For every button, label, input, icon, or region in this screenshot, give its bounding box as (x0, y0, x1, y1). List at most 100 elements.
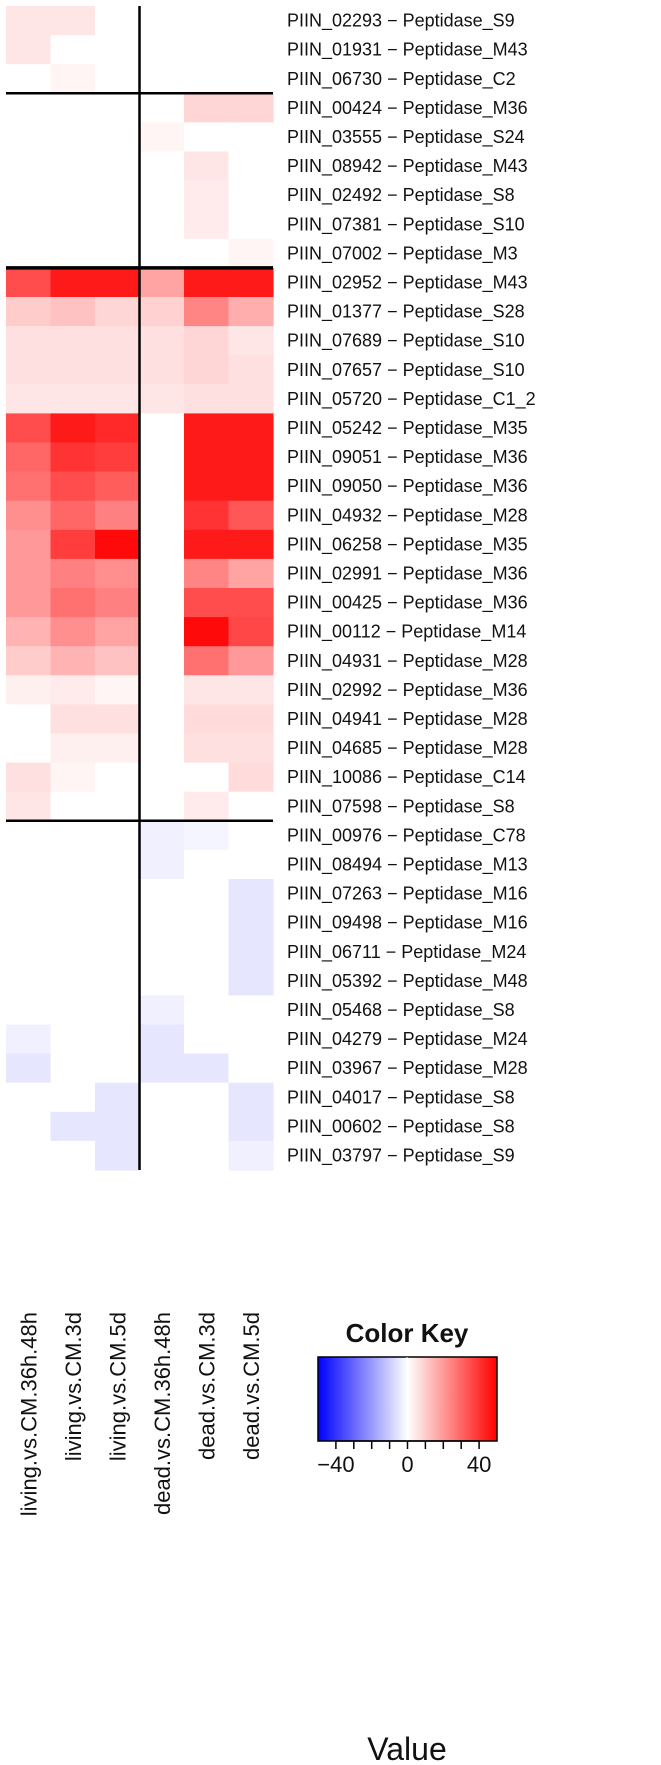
column-label: dead.vs.CM.5d (239, 1312, 264, 1460)
color-key-title: Color Key (346, 1318, 469, 1348)
heatmap-cell (139, 937, 185, 967)
heatmap-cell (95, 122, 141, 153)
heatmap-cell (139, 558, 185, 589)
heatmap-cell (95, 733, 141, 764)
heatmap-cell (139, 908, 185, 938)
heatmap-cell (6, 733, 52, 764)
heatmap-cell (228, 151, 274, 182)
heatmap-cell (184, 820, 230, 851)
heatmap-cell (50, 1140, 96, 1171)
color-key-tick-label: 40 (467, 1452, 491, 1477)
heatmap-cell (95, 180, 141, 211)
heatmap-cell (228, 1082, 274, 1113)
heatmap-cell (139, 588, 185, 618)
heatmap-cell (139, 820, 185, 851)
heatmap-cell (228, 995, 274, 1026)
heatmap-cell (50, 675, 96, 705)
heatmap-cell (95, 35, 141, 65)
heatmap-cell (184, 209, 230, 240)
heatmap-cell (95, 1111, 141, 1142)
heatmap-cell (184, 384, 230, 414)
heatmap-cell (228, 471, 274, 502)
heatmap-cell (228, 588, 274, 618)
heatmap-cell (184, 588, 230, 618)
heatmap-cell (50, 413, 96, 444)
row-label: PIIN_02293 − Peptidase_S9 (287, 11, 515, 32)
heatmap-cell (184, 704, 230, 735)
heatmap-cell (139, 209, 185, 240)
heatmap-cell (184, 995, 230, 1026)
heatmap-cell (228, 1024, 274, 1055)
heatmap-cell (6, 471, 52, 502)
heatmap-cell (184, 238, 230, 269)
heatmap-cell (50, 180, 96, 211)
heatmap-cell (95, 820, 141, 851)
heatmap-cell (184, 442, 230, 473)
column-label: living.vs.CM.36h.48h (16, 1312, 41, 1516)
heatmap-cell (228, 297, 274, 327)
heatmap-cell (228, 849, 274, 880)
heatmap-cell (228, 733, 274, 764)
row-label: PIIN_02952 − Peptidase_M43 (287, 272, 528, 293)
heatmap-cell (6, 558, 52, 589)
heatmap-cell (6, 908, 52, 938)
heatmap-cell (50, 1024, 96, 1055)
row-label: PIIN_04932 − Peptidase_M28 (287, 505, 528, 526)
heatmap-cell (228, 675, 274, 705)
row-label: PIIN_09050 − Peptidase_M36 (287, 476, 528, 497)
heatmap-cell (184, 500, 230, 531)
row-label: PIIN_05468 − Peptidase_S8 (287, 1000, 515, 1021)
heatmap-cell (228, 209, 274, 240)
heatmap-cell (184, 326, 230, 356)
heatmap-cell (139, 93, 185, 123)
heatmap-cell (228, 529, 274, 560)
heatmap-cell (50, 238, 96, 269)
row-label: PIIN_03967 − Peptidase_M28 (287, 1058, 528, 1079)
heatmap-cell (50, 849, 96, 880)
heatmap-cell (95, 675, 141, 705)
heatmap-cell (95, 297, 141, 327)
heatmap-cell (6, 180, 52, 211)
column-label: living.vs.CM.3d (61, 1312, 86, 1461)
row-label: PIIN_03797 − Peptidase_S9 (287, 1145, 515, 1166)
heatmap-cell (139, 122, 185, 153)
heatmap-cell (184, 471, 230, 502)
row-label: PIIN_05242 − Peptidase_M35 (287, 418, 528, 439)
heatmap-cell (50, 93, 96, 123)
heatmap-cell (95, 558, 141, 589)
heatmap-cell (139, 1024, 185, 1055)
heatmap-cell (184, 122, 230, 153)
row-labels: PIIN_02293 − Peptidase_S9 PIIN_01931 − Pe… (287, 11, 536, 1167)
color-key-axis-label: Value (367, 1731, 446, 1765)
heatmap-cell (184, 558, 230, 589)
row-label: PIIN_00602 − Peptidase_S8 (287, 1116, 515, 1137)
heatmap-cell (6, 1024, 52, 1055)
heatmap-cell (184, 297, 230, 327)
column-label: dead.vs.CM.36h.48h (150, 1312, 175, 1515)
heatmap-cell (184, 908, 230, 938)
heatmap-cell (6, 588, 52, 618)
heatmap-cell (228, 6, 274, 36)
column-label: dead.vs.CM.3d (194, 1312, 219, 1460)
row-label: PIIN_06711 − Peptidase_M24 (287, 942, 526, 963)
heatmap-cell (139, 995, 185, 1026)
heatmap-cell (139, 529, 185, 560)
heatmap-cell (228, 791, 274, 822)
heatmap-cell (139, 1140, 185, 1171)
heatmap-cell (95, 326, 141, 356)
heatmap-cell (95, 500, 141, 531)
heatmap-cell (184, 151, 230, 182)
heatmap-cell (95, 151, 141, 182)
heatmap-cell (139, 238, 185, 269)
heatmap-cell (50, 966, 96, 996)
heatmap-cell (95, 471, 141, 502)
heatmap-cell (95, 355, 141, 385)
heatmap-cell (139, 35, 185, 65)
heatmap-cell (184, 1024, 230, 1055)
row-label: PIIN_04941 − Peptidase_M28 (287, 709, 528, 730)
heatmap-cell (139, 617, 185, 647)
heatmap-cell (139, 704, 185, 735)
heatmap-cell (228, 500, 274, 531)
heatmap-cell (184, 1053, 230, 1084)
